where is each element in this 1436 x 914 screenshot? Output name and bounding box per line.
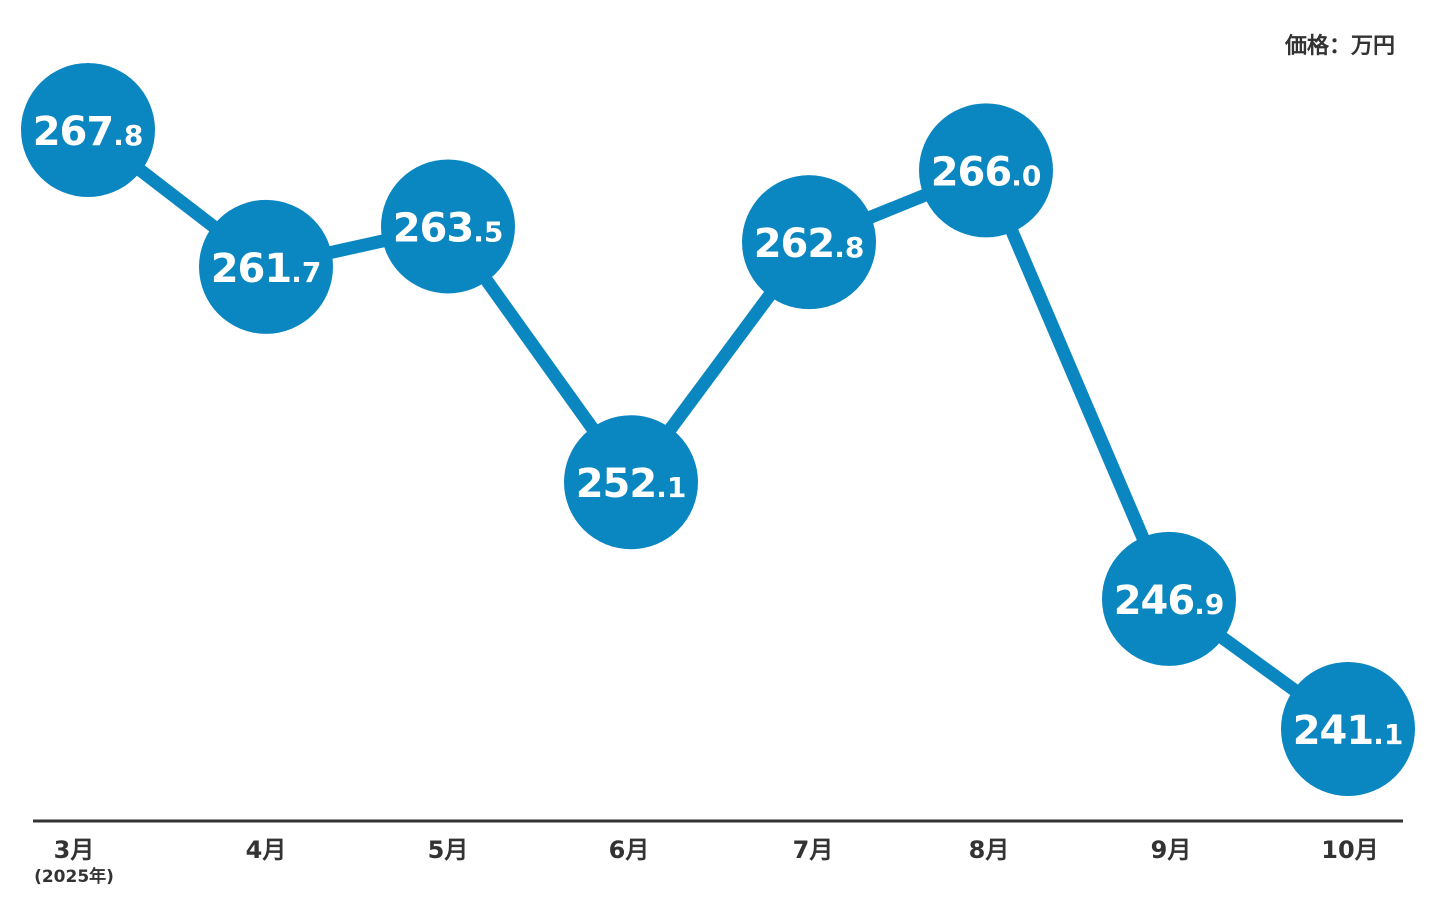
data-value-integer: 266	[931, 149, 1012, 195]
data-point-marker	[1281, 662, 1415, 796]
data-value-integer: 262	[754, 221, 835, 267]
data-value-decimal: .8	[113, 119, 143, 152]
data-point-marker	[564, 415, 698, 550]
data-value-decimal: .9	[1194, 588, 1224, 621]
data-value-integer: 261	[211, 246, 292, 292]
data-value-integer: 267	[33, 109, 114, 155]
x-tick-label: 7月	[793, 836, 834, 864]
data-value-integer: 252	[576, 461, 657, 507]
data-value-decimal: .7	[291, 256, 321, 289]
data-value-label: 267.8	[33, 109, 144, 155]
data-point-marker	[1102, 531, 1236, 666]
data-value-label: 262.8	[754, 221, 865, 267]
data-point-marker	[742, 175, 876, 310]
data-value-label: 246.9	[1114, 578, 1225, 624]
data-value-label: 261.7	[211, 246, 322, 292]
data-value-label: 241.1	[1293, 708, 1404, 754]
x-tick-label: 9月	[1151, 836, 1192, 864]
x-tick-year-note: (2025年)	[34, 866, 114, 887]
series-segment	[979, 163, 1176, 606]
x-tick-label: 4月	[246, 836, 287, 864]
data-point-marker	[919, 103, 1053, 238]
x-tick-label: 6月	[609, 836, 650, 864]
data-value-decimal: .5	[473, 215, 503, 248]
x-tick-label: 3月	[54, 836, 95, 864]
x-tick-label: 5月	[428, 836, 469, 864]
data-value-decimal: .1	[1373, 718, 1403, 751]
data-point-marker	[381, 159, 515, 294]
data-value-integer: 241	[1293, 708, 1374, 754]
data-point-marker	[21, 63, 155, 197]
x-tick-label: 8月	[969, 836, 1010, 864]
unit-label: 価格：万円	[1284, 33, 1395, 59]
data-value-label: 252.1	[576, 461, 687, 507]
x-tick-label-group: 3月 4月 5月 6月 7月 8月 9月 10月 (2025年)	[34, 836, 1379, 887]
data-value-integer: 263	[393, 205, 474, 251]
data-value-label: 266.0	[931, 149, 1042, 195]
data-value-label: 263.5	[393, 205, 504, 251]
data-point-marker	[199, 199, 333, 334]
data-value-decimal: .8	[834, 231, 864, 264]
x-tick-label: 10月	[1321, 836, 1378, 864]
data-value-decimal: .1	[656, 471, 686, 504]
data-value-integer: 246	[1114, 578, 1195, 624]
data-value-decimal: .0	[1011, 159, 1041, 192]
